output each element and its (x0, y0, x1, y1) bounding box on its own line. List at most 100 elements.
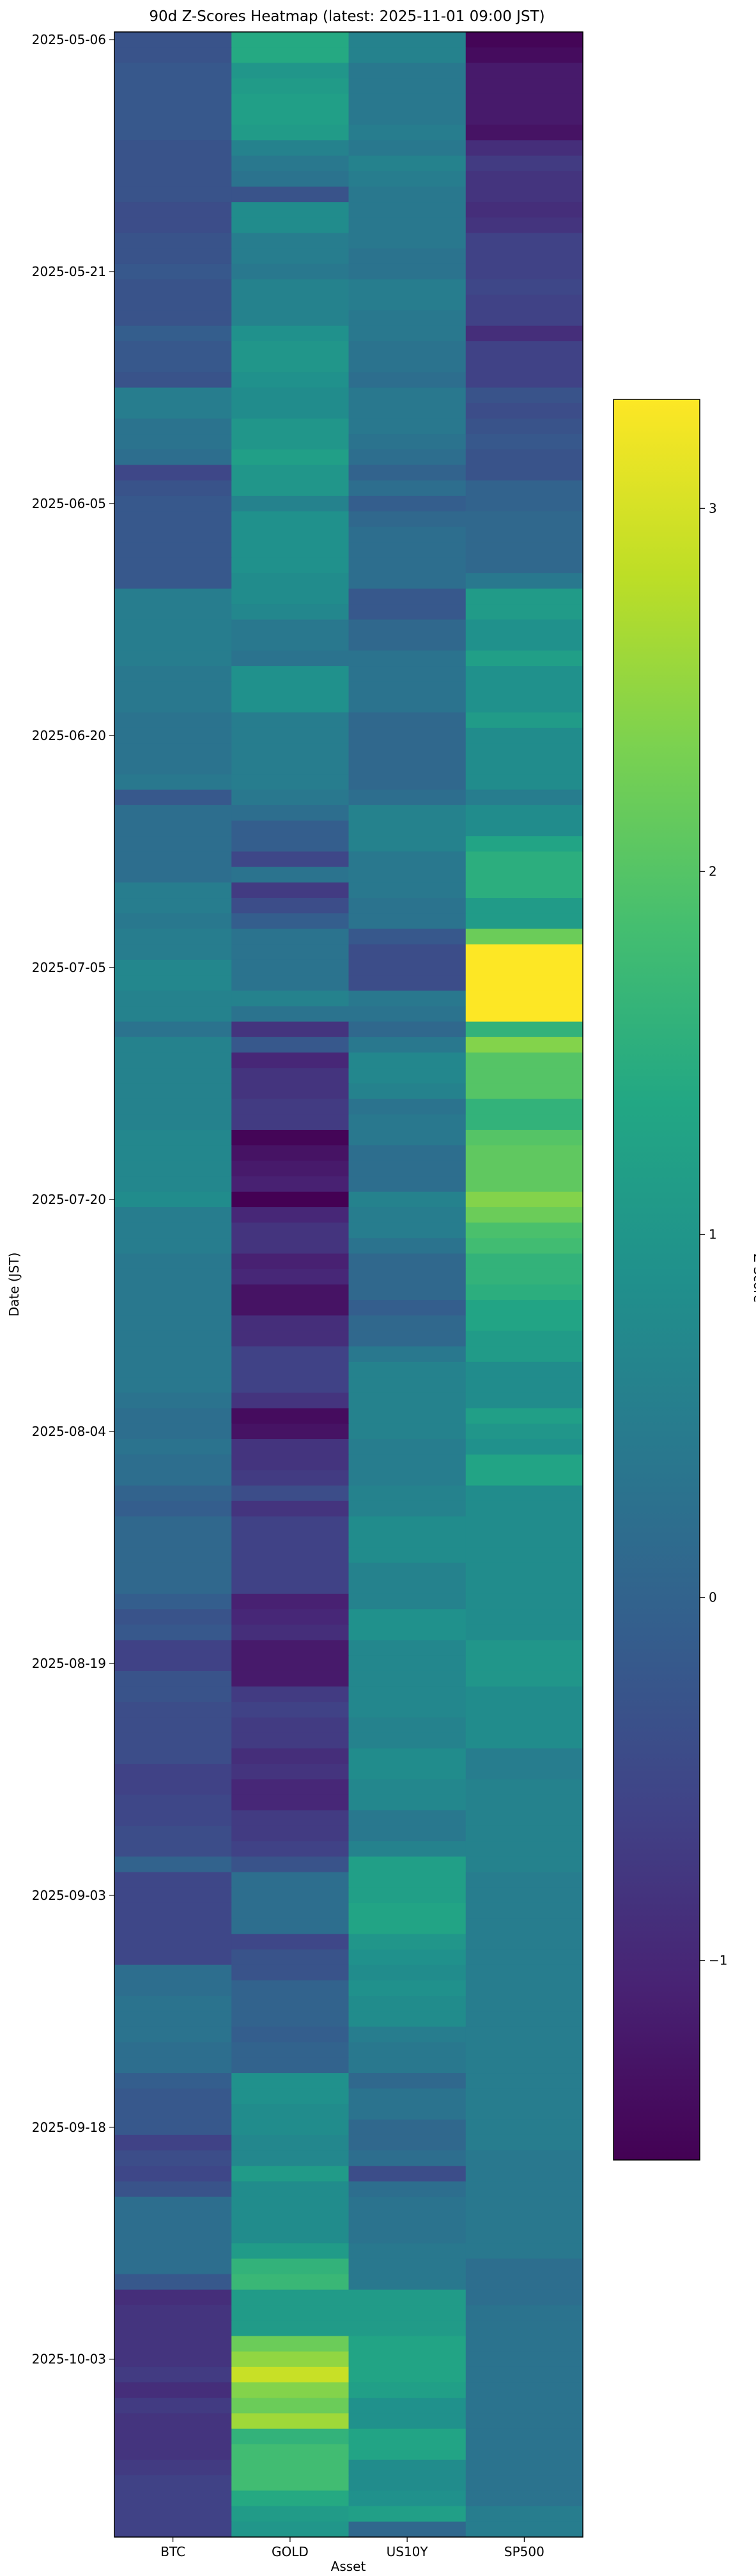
heatmap-cell (465, 913, 583, 930)
heatmap-cell (114, 2057, 232, 2074)
heatmap-cell (114, 2336, 232, 2352)
heatmap-cell (465, 1732, 583, 1749)
x-tick-label: US10Y (387, 2544, 429, 2559)
heatmap-cell (231, 759, 350, 775)
heatmap-cell (114, 2475, 232, 2492)
heatmap-cell (465, 2196, 583, 2213)
heatmap-cell (231, 650, 350, 667)
heatmap-cell (114, 2320, 232, 2337)
heatmap-cell (114, 557, 232, 574)
heatmap-cell (465, 2119, 583, 2136)
heatmap-cell (348, 805, 467, 821)
heatmap-cell (348, 2166, 467, 2182)
heatmap-cell (114, 2444, 232, 2460)
heatmap-cell (348, 1191, 467, 1208)
heatmap-cell (114, 480, 232, 497)
heatmap-cell (231, 1779, 350, 1796)
heatmap-cell (231, 527, 350, 543)
heatmap-cell (465, 1253, 583, 1270)
heatmap-cell (231, 511, 350, 527)
heatmap-cell (114, 1717, 232, 1734)
heatmap-cell (348, 1887, 467, 1904)
heatmap-cell (348, 2196, 467, 2213)
heatmap-cell (231, 1764, 350, 1780)
heatmap-cell (465, 2134, 583, 2151)
heatmap-cell (114, 1238, 232, 1254)
heatmap-cell (231, 2320, 350, 2337)
heatmap-cell (114, 2166, 232, 2182)
heatmap-cell (348, 2444, 467, 2460)
heatmap-cell (114, 1856, 232, 1873)
heatmap-cell (231, 279, 350, 295)
heatmap-cell (114, 929, 232, 945)
heatmap-cell (231, 295, 350, 311)
heatmap-cell (231, 697, 350, 713)
heatmap-cell (348, 2428, 467, 2445)
heatmap-cell (114, 944, 232, 960)
heatmap-cell (114, 418, 232, 435)
heatmap-cell (231, 1500, 350, 1517)
heatmap-cell (465, 2150, 583, 2166)
heatmap-cell (465, 1825, 583, 1842)
heatmap-cell (114, 47, 232, 63)
heatmap-cell (114, 1810, 232, 1826)
heatmap-cell (231, 929, 350, 945)
heatmap-cell (465, 1578, 583, 1594)
heatmap-cell (231, 449, 350, 466)
heatmap-cell (231, 387, 350, 404)
heatmap-cell (465, 155, 583, 172)
heatmap-cell (114, 1021, 232, 1038)
heatmap-cell (231, 2444, 350, 2460)
heatmap-cell (465, 619, 583, 636)
heatmap-cell (348, 2413, 467, 2430)
heatmap-cell (348, 1114, 467, 1130)
heatmap-cell (231, 155, 350, 172)
heatmap-cell (231, 1902, 350, 1919)
colorbar-tick-label: −1 (709, 1953, 727, 1968)
heatmap-cell (114, 109, 232, 125)
heatmap-cell (114, 2150, 232, 2166)
heatmap-cell (231, 1021, 350, 1038)
heatmap-cell (465, 1949, 583, 1966)
heatmap-cell (465, 2506, 583, 2522)
heatmap-cell (114, 93, 232, 110)
heatmap-cell (114, 1593, 232, 1610)
heatmap-cell (465, 2274, 583, 2290)
heatmap-cell (465, 542, 583, 559)
heatmap-cell (114, 1330, 232, 1347)
heatmap-cell (465, 1470, 583, 1486)
heatmap-cell (348, 1996, 467, 2012)
heatmap-cell (465, 357, 583, 373)
heatmap-cell (231, 93, 350, 110)
heatmap-cell (348, 341, 467, 357)
heatmap-cell (231, 341, 350, 357)
heatmap-cell (465, 1037, 583, 1053)
heatmap-cell (114, 1918, 232, 1934)
heatmap-cell (231, 975, 350, 991)
heatmap-cell (114, 1470, 232, 1486)
heatmap-cell (114, 2026, 232, 2043)
heatmap-cell (348, 1547, 467, 1564)
y-tick-label: 2025-07-20 (32, 1192, 106, 1207)
heatmap-cell (348, 2088, 467, 2105)
heatmap-cell (465, 1161, 583, 1177)
heatmap-cell (114, 542, 232, 559)
heatmap-cell (231, 2413, 350, 2430)
heatmap-cell (348, 372, 467, 389)
heatmap-cell (465, 1500, 583, 1517)
heatmap-cell (348, 1717, 467, 1734)
heatmap-cell (231, 2274, 350, 2290)
heatmap-cell (348, 1485, 467, 1502)
heatmap-cell (231, 1856, 350, 1873)
heatmap-cell (231, 913, 350, 930)
heatmap-cell (231, 1099, 350, 1115)
heatmap-cell (114, 527, 232, 543)
heatmap-cell (348, 2181, 467, 2198)
heatmap-cell (465, 171, 583, 187)
heatmap-cell (348, 2119, 467, 2136)
heatmap-cell (348, 573, 467, 589)
heatmap-cell (231, 681, 350, 698)
heatmap-cell (231, 2088, 350, 2105)
colorbar-label: Z-Score (751, 1254, 756, 1303)
heatmap-cell (348, 681, 467, 698)
